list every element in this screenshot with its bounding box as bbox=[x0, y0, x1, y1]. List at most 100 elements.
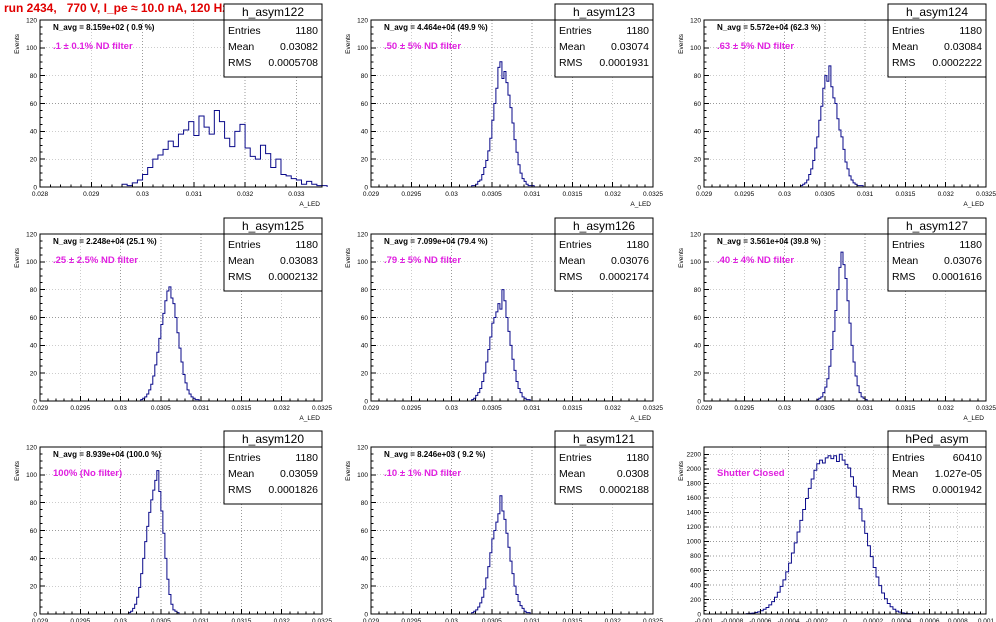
x-tick-label: 0.031 bbox=[524, 405, 541, 412]
histogram-line bbox=[800, 65, 864, 187]
x-tick-label: 0.03 bbox=[445, 191, 458, 198]
x-tick-label: 0.03 bbox=[778, 191, 791, 198]
y-tick-label: 40 bbox=[361, 556, 369, 563]
stats-value: 0.03083 bbox=[280, 255, 318, 267]
stats-title: h_asym120 bbox=[242, 432, 304, 446]
x-tick-label: 0.032 bbox=[274, 405, 291, 412]
y-axis-title: Events bbox=[345, 33, 352, 54]
x-tick-label: 0.0305 bbox=[151, 618, 171, 622]
histogram-panel-h_asym125: 0.029 0.0295 0.03 0.0305 0.031 0.0315 0.032 0.0… bbox=[14, 217, 332, 422]
stats-title: h_asym127 bbox=[906, 219, 968, 233]
y-axis-title: Events bbox=[345, 247, 352, 268]
y-tick-label: 120 bbox=[357, 444, 368, 451]
y-tick-label: 0 bbox=[364, 398, 368, 405]
navg-annotation: N_avg = 5.572e+04 (62.3 %) bbox=[717, 23, 821, 32]
y-tick-label: 20 bbox=[694, 156, 702, 163]
x-tick-label: 0.031 bbox=[186, 191, 203, 198]
histogram-panel-h_asym126: 0.029 0.0295 0.03 0.0305 0.031 0.0315 0.032 0.0… bbox=[345, 217, 663, 422]
stats-value: 0.0308 bbox=[617, 468, 649, 480]
y-tick-label: 120 bbox=[690, 17, 701, 24]
y-tick-label: 20 bbox=[30, 370, 38, 377]
x-tick-label: -0.0004 bbox=[778, 618, 800, 622]
x-tick-label: 0.03 bbox=[114, 405, 127, 412]
navg-annotation: N_avg = 8.246e+03 ( 9.2 %) bbox=[384, 450, 486, 459]
y-tick-label: 60 bbox=[361, 528, 369, 535]
stats-label: RMS bbox=[228, 484, 251, 496]
y-tick-label: 20 bbox=[694, 370, 702, 377]
x-tick-label: 0.029 bbox=[32, 618, 49, 622]
stats-value: 0.0005708 bbox=[268, 57, 318, 69]
x-tick-label: 0.0325 bbox=[976, 405, 996, 412]
x-tick-label: 0.0295 bbox=[401, 405, 421, 412]
x-tick-label: 0.0315 bbox=[895, 191, 915, 198]
y-tick-label: 100 bbox=[26, 472, 37, 479]
x-tick-label: 0.0325 bbox=[976, 191, 996, 198]
x-tick-label: 0.03 bbox=[445, 618, 458, 622]
stats-box bbox=[887, 430, 987, 505]
navg-annotation: N_avg = 8.159e+02 ( 0.9 %) bbox=[53, 23, 155, 32]
filter-label: .50 ± 5% ND filter bbox=[384, 41, 461, 52]
stats-label: Entries bbox=[892, 25, 925, 37]
x-tick-label: 0.032 bbox=[605, 405, 622, 412]
y-tick-label: 0 bbox=[33, 611, 37, 618]
y-tick-label: 80 bbox=[694, 287, 702, 294]
y-tick-label: 80 bbox=[361, 73, 369, 80]
histogram-panel-h_asym121: 0.029 0.0295 0.03 0.0305 0.031 0.0315 0.032 0.0… bbox=[345, 430, 663, 622]
stats-value: 1180 bbox=[959, 25, 982, 37]
x-tick-label: 0.03 bbox=[445, 405, 458, 412]
stats-title: h_asym122 bbox=[242, 5, 304, 19]
stats-box bbox=[223, 430, 323, 505]
stats-title: h_asym123 bbox=[573, 5, 635, 19]
y-axis-title: Events bbox=[345, 460, 352, 481]
y-tick-label: 120 bbox=[26, 231, 37, 238]
stats-value: 1180 bbox=[626, 239, 649, 251]
x-tick-label: 0.03 bbox=[136, 191, 149, 198]
stats-value: 0.0002188 bbox=[599, 484, 649, 496]
filter-label: .63 ± 5% ND filter bbox=[717, 41, 794, 52]
stats-value: 60410 bbox=[953, 452, 982, 464]
stats-label: RMS bbox=[228, 57, 251, 69]
x-tick-label: 0.0315 bbox=[231, 405, 251, 412]
y-tick-label: 1200 bbox=[687, 524, 702, 531]
x-tick-label: 0.0305 bbox=[482, 405, 502, 412]
y-axis-title: Events bbox=[14, 33, 21, 54]
x-tick-label: 0.0325 bbox=[643, 191, 663, 198]
x-tick-label: 0.0295 bbox=[70, 618, 90, 622]
navg-annotation: N_avg = 4.464e+04 (49.9 %) bbox=[384, 23, 488, 32]
x-tick-label: 0.032 bbox=[938, 405, 955, 412]
y-tick-label: 60 bbox=[361, 315, 369, 322]
x-tick-label: 0.0325 bbox=[643, 405, 663, 412]
y-tick-label: 80 bbox=[30, 500, 38, 507]
stats-label: RMS bbox=[892, 271, 915, 283]
navg-annotation: N_avg = 2.248e+04 (25.1 %) bbox=[53, 237, 157, 246]
stats-label: RMS bbox=[892, 57, 915, 69]
x-tick-label: 0.033 bbox=[288, 191, 305, 198]
stats-value: 0.0002132 bbox=[268, 271, 318, 283]
y-tick-label: 40 bbox=[361, 343, 369, 350]
x-tick-label: 0.029 bbox=[696, 191, 713, 198]
navg-annotation: N_avg = 3.561e+04 (39.8 %) bbox=[717, 237, 821, 246]
navg-annotation: N_avg = 8.939e+04 (100.0 %) bbox=[53, 450, 161, 459]
y-tick-label: 100 bbox=[357, 45, 368, 52]
y-axis-title: Events bbox=[678, 247, 685, 268]
stats-label: Entries bbox=[892, 452, 925, 464]
navg-annotation: N_avg = 7.099e+04 (79.4 %) bbox=[384, 237, 488, 246]
stats-label: Mean bbox=[892, 468, 918, 480]
histogram-panel-h_asym127: 0.029 0.0295 0.03 0.0305 0.031 0.0315 0.032 0.0… bbox=[678, 217, 996, 422]
stats-value: 0.0001826 bbox=[268, 484, 318, 496]
x-axis-title: A_LED bbox=[963, 415, 984, 422]
y-tick-label: 1400 bbox=[687, 510, 702, 517]
y-tick-label: 0 bbox=[364, 184, 368, 191]
y-tick-label: 2200 bbox=[687, 452, 702, 459]
stats-label: RMS bbox=[228, 271, 251, 283]
stats-label: Entries bbox=[559, 25, 592, 37]
histogram-panel-h_asym123: 0.029 0.0295 0.03 0.0305 0.031 0.0315 0.032 0.0… bbox=[345, 3, 663, 208]
stats-label: Mean bbox=[559, 468, 585, 480]
x-axis-title: A_LED bbox=[299, 415, 320, 422]
x-tick-label: 0.029 bbox=[32, 405, 49, 412]
y-tick-label: 80 bbox=[30, 73, 38, 80]
y-tick-label: 120 bbox=[357, 17, 368, 24]
x-tick-label: 0.029 bbox=[363, 405, 380, 412]
stats-label: Mean bbox=[559, 255, 585, 267]
